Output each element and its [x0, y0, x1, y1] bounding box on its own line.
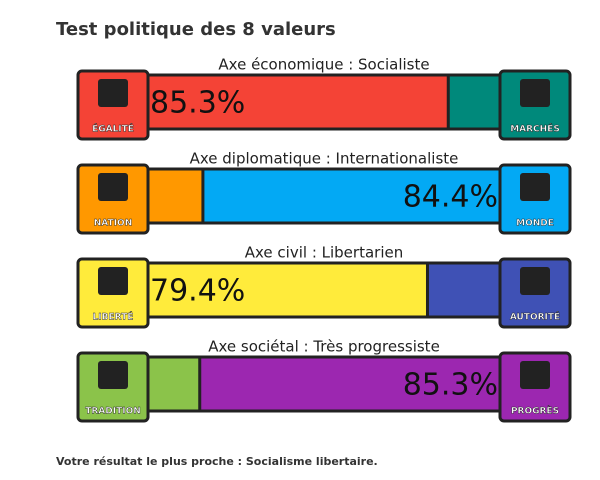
bar — [146, 73, 450, 131]
bar — [201, 167, 502, 225]
icon-glyph — [98, 267, 128, 295]
icon-glyph — [98, 361, 128, 389]
icon-label: MONDE — [516, 219, 554, 229]
icon-glyph — [520, 267, 550, 295]
result-text: Votre résultat le plus proche : Socialis… — [56, 455, 378, 468]
icon-label: TRADITION — [85, 407, 141, 417]
bar — [146, 261, 429, 319]
axis-label: Axe civil : Libertarien — [245, 244, 403, 262]
value-label: 85.3% — [403, 368, 498, 403]
value-label: 84.4% — [403, 180, 498, 215]
icon-glyph — [520, 79, 550, 107]
value-label: 79.4% — [150, 274, 245, 309]
icon-label: NATION — [94, 219, 132, 229]
icon-label: LIBERTÉ — [93, 311, 134, 323]
icon-glyph — [520, 173, 550, 201]
icon-glyph — [98, 173, 128, 201]
axis-label: Axe diplomatique : Internationaliste — [190, 150, 459, 168]
icon-label: PROGRÈS — [511, 405, 559, 417]
icon-label: ÉGALITÉ — [92, 123, 134, 135]
bar — [198, 355, 502, 413]
icon-glyph — [520, 361, 550, 389]
value-label: 85.3% — [150, 86, 245, 121]
icon-label: AUTORITÉ — [510, 311, 560, 323]
page-title: Test politique des 8 valeurs — [56, 19, 336, 40]
axis-label: Axe sociétal : Très progressiste — [208, 338, 440, 356]
axis-label: Axe économique : Socialiste — [218, 56, 429, 74]
icon-glyph — [98, 79, 128, 107]
icon-label: MARCHÉS — [510, 123, 560, 135]
